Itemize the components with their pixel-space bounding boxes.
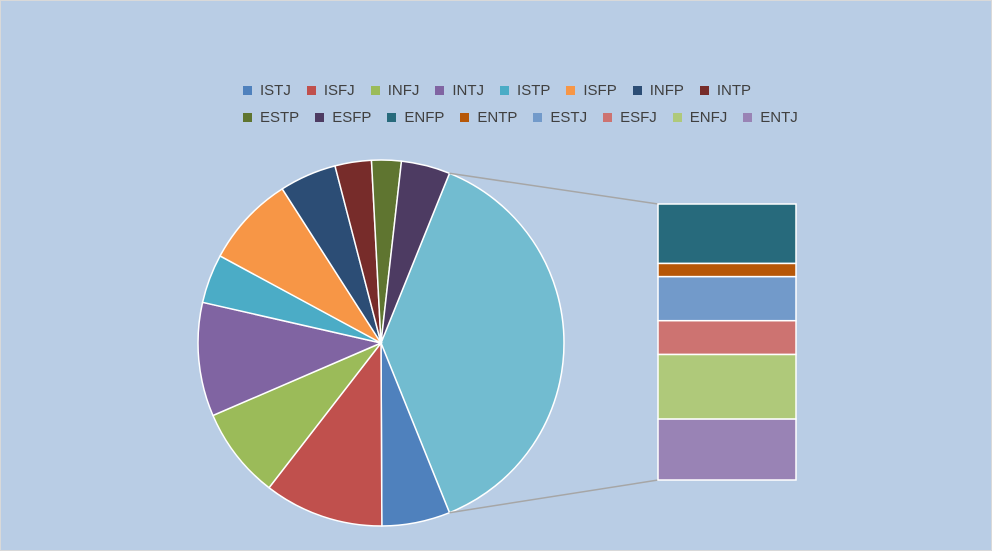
legend-swatch: [533, 113, 543, 122]
legend-row: ISTJ ISFJ INFJ INTJ ISTP ISFP INFP INTP: [243, 77, 803, 104]
legend-swatch: [460, 113, 470, 122]
legend-label: ESTJ: [550, 109, 588, 126]
legend-label: INTJ: [452, 82, 485, 99]
legend-label: ENFJ: [689, 109, 728, 126]
bar-segment-enfp: [657, 203, 797, 265]
legend-label: ENTJ: [760, 109, 798, 126]
legend-item-enfj: ENFJ: [672, 109, 728, 126]
legend-swatch: [435, 86, 445, 95]
legend-swatch: [243, 113, 252, 122]
legend-swatch: [315, 113, 325, 122]
legend-swatch: [743, 113, 753, 122]
legend-swatch: [566, 86, 576, 95]
legend-item-intp: INTP: [699, 82, 752, 99]
legend: ISTJ ISFJ INFJ INTJ ISTP ISFP INFP INTP ESTP ESFP…: [243, 77, 803, 131]
legend-swatch: [387, 113, 397, 122]
legend-item-entj: ENTJ: [743, 109, 798, 126]
legend-swatch: [699, 86, 709, 95]
pie-slice-esfp: [380, 160, 451, 344]
pie-slice-isfp: [219, 187, 382, 344]
legend-label: ESTP: [260, 109, 300, 126]
legend-swatch: [632, 86, 642, 95]
legend-swatch: [603, 113, 613, 122]
bar-segment-estj: [657, 275, 797, 322]
legend-label: ESFJ: [620, 109, 657, 126]
legend-swatch: [500, 86, 510, 95]
legend-item-isfp: ISFP: [566, 82, 617, 99]
bar-segment-entp: [657, 262, 797, 278]
pie-slice-other: [380, 172, 565, 514]
legend-label: ISFJ: [323, 82, 355, 99]
legend-label: INFP: [649, 82, 684, 99]
legend-item-infj: INFJ: [370, 82, 420, 99]
legend-item-esfp: ESFP: [315, 109, 371, 126]
bar-segment-esfj: [657, 319, 797, 356]
legend-swatch: [370, 86, 380, 95]
legend-item-intj: INTJ: [435, 82, 484, 99]
pie-slice-infj: [211, 342, 382, 489]
pie-slice-intj: [197, 301, 384, 417]
legend-item-istj: ISTJ: [243, 82, 291, 99]
legend-item-estj: ESTJ: [533, 109, 587, 126]
legend-swatch: [306, 86, 316, 95]
bar-segment-enfj: [657, 353, 797, 420]
bar-segment-entj: [657, 418, 797, 481]
legend-item-isfj: ISFJ: [306, 82, 355, 99]
legend-swatch: [672, 113, 682, 122]
legend-row: ESTP ESFP ENFP ENTP ESTJ ESFJ ENFJ ENTJ: [243, 104, 803, 131]
legend-item-enfp: ENFP: [387, 109, 444, 126]
legend-label: ISTP: [517, 82, 551, 99]
legend-item-entp: ENTP: [460, 109, 517, 126]
legend-label: ENFP: [404, 109, 445, 126]
legend-item-infp: INFP: [632, 82, 684, 99]
legend-label: ESFP: [332, 109, 372, 126]
legend-item-estp: ESTP: [243, 109, 299, 126]
legend-label: INTP: [716, 82, 752, 99]
connector-line-top: [449, 172, 659, 205]
legend-label: ISTJ: [260, 82, 291, 99]
legend-item-istp: ISTP: [500, 82, 550, 99]
legend-item-esfj: ESFJ: [603, 109, 657, 126]
legend-swatch: [243, 86, 252, 95]
legend-label: ISFP: [583, 82, 617, 99]
legend-label: ENTP: [477, 109, 518, 126]
pie-slice-isfj: [267, 340, 383, 527]
connector-line-bottom: [449, 479, 659, 514]
legend-label: INFJ: [387, 82, 420, 99]
